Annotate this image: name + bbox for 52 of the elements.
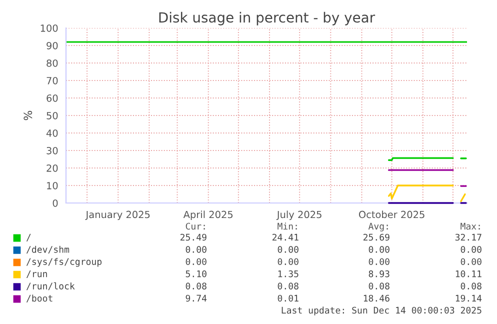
text: 24.41 — [272, 234, 298, 241]
y-tick-label: 30 — [46, 146, 58, 154]
text: 0.08 — [186, 282, 206, 290]
y-tick-label: 0 — [52, 199, 58, 207]
y-tick-label: 100 — [40, 24, 58, 32]
y-tick-label: 50 — [46, 112, 58, 120]
chart-title: Disk usage in percent - by year — [159, 12, 376, 26]
text: 18.46 — [364, 294, 390, 302]
text: 32.17 — [455, 234, 482, 241]
legend-label: /run/lock — [26, 282, 75, 290]
text: 19.14 — [456, 294, 482, 302]
text: 0.00 — [278, 258, 298, 266]
y-tick-label: 90 — [46, 42, 58, 50]
text: Max: — [460, 222, 480, 230]
text: 0.00 — [460, 258, 482, 266]
text: 0.00 — [460, 246, 482, 253]
text: 0.01 — [278, 294, 298, 302]
x-tick-label: April 2025 — [183, 210, 233, 220]
text: 25.69 — [363, 234, 390, 241]
text: 1.35 — [278, 270, 298, 278]
text: 0.08 — [460, 282, 482, 290]
y-axis-title: % — [24, 110, 32, 120]
text: 0.00 — [186, 246, 206, 253]
y-tick-label: 20 — [46, 164, 58, 172]
y-tick-label: 80 — [46, 59, 58, 67]
y-tick-label: 10 — [47, 182, 58, 190]
text: 10.11 — [456, 270, 482, 278]
text: 9.74 — [186, 294, 207, 302]
text: 0.00 — [278, 246, 298, 253]
text: 0.00 — [368, 246, 390, 253]
text: 5.10 — [186, 270, 206, 278]
y-tick-label: 40 — [46, 129, 58, 137]
text: 0.08 — [368, 282, 390, 290]
legend-label: /run — [26, 270, 47, 278]
legend-label: /dev/shm — [26, 246, 70, 254]
text: Last update: Sun Dec 14 00:00:03 2025 — [282, 306, 482, 316]
text: 0.00 — [368, 258, 390, 266]
text: Cur: — [186, 222, 205, 230]
legend-label: /boot — [26, 294, 52, 302]
y-tick-label: 70 — [46, 76, 58, 84]
text: 0.08 — [278, 282, 298, 290]
text: Min: — [278, 222, 297, 230]
legend-label: /sys/fs/cgroup — [26, 258, 102, 267]
x-tick-label: July 2025 — [276, 210, 322, 220]
text: 0.00 — [186, 258, 206, 266]
text: 8.93 — [368, 270, 390, 278]
legend-label: / — [26, 234, 31, 242]
x-tick-label: January 2025 — [85, 210, 150, 220]
x-tick-label: October 2025 — [358, 210, 424, 218]
y-tick-label: 60 — [46, 94, 58, 102]
text: 25.49 — [180, 234, 206, 241]
text: Avg: — [368, 222, 388, 232]
